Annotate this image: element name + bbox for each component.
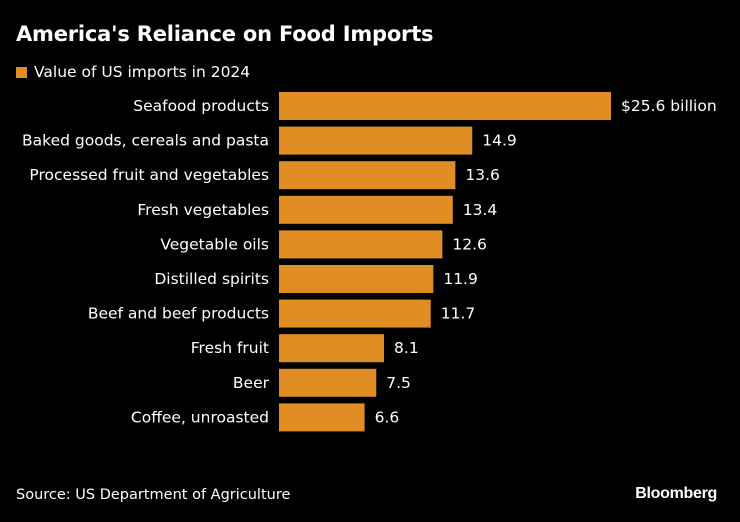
bar <box>279 126 473 155</box>
category-label: Processed fruit and vegetables <box>29 166 269 184</box>
legend: Value of US imports in 2024 <box>16 63 250 81</box>
category-label: Coffee, unroasted <box>131 408 269 426</box>
category-label: Beer <box>233 374 270 392</box>
value-label: $25.6 billion <box>621 97 717 115</box>
value-label: 11.7 <box>441 305 476 323</box>
value-label: 13.4 <box>463 201 498 219</box>
value-label: 8.1 <box>394 339 419 357</box>
bar <box>279 161 456 190</box>
legend-swatch <box>16 66 27 78</box>
value-label: 11.9 <box>443 270 478 288</box>
category-label: Baked goods, cereals and pasta <box>22 132 269 150</box>
category-label: Distilled spirits <box>154 270 269 288</box>
category-label: Fresh vegetables <box>137 201 269 219</box>
bloomberg-logo: Bloomberg <box>635 485 717 502</box>
bar <box>279 195 453 224</box>
source-note: Source: US Department of Agriculture <box>16 487 291 503</box>
bar <box>279 92 611 120</box>
bars-layer: Seafood products $25.6 billion Baked goods… <box>22 92 717 432</box>
category-label: Seafood products <box>133 97 269 115</box>
bar <box>279 334 385 363</box>
category-label: Beef and beef products <box>88 305 269 323</box>
legend-label: Value of US imports in 2024 <box>34 63 251 81</box>
category-label: Fresh fruit <box>191 339 269 357</box>
value-label: 13.6 <box>465 166 500 184</box>
bar <box>279 299 431 328</box>
value-label: 14.9 <box>482 132 517 150</box>
bar <box>279 403 365 432</box>
category-label: Vegetable oils <box>160 235 269 253</box>
value-label: 6.6 <box>375 408 400 426</box>
bar <box>279 265 434 293</box>
bar <box>279 230 443 259</box>
bar <box>279 368 377 397</box>
value-label: 7.5 <box>386 374 411 392</box>
value-label: 12.6 <box>452 235 487 253</box>
chart-title: America's Reliance on Food Imports <box>16 22 434 46</box>
